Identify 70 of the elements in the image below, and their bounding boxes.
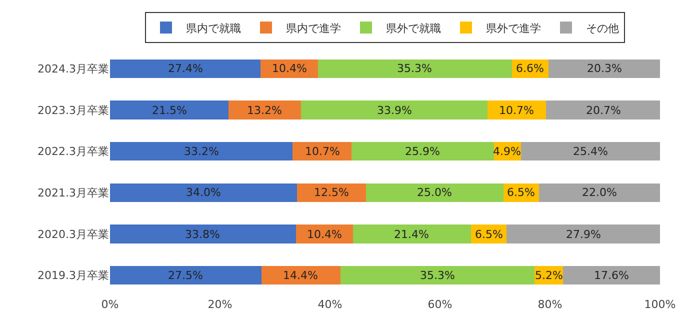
data-label: 35.3%: [420, 269, 455, 282]
bar: [539, 183, 660, 202]
bar: [110, 266, 262, 285]
bar: [506, 224, 660, 244]
y-tick-label: 2020.3月卒業: [38, 228, 109, 241]
data-label: 10.4%: [307, 228, 342, 241]
data-label: 5.2%: [535, 269, 563, 282]
data-label: 33.8%: [185, 228, 220, 241]
data-label: 25.9%: [405, 145, 440, 158]
legend-label: 県外で進学: [486, 22, 541, 35]
data-label: 6.6%: [516, 62, 544, 75]
x-tick-label: 0%: [101, 298, 119, 311]
bar: [110, 224, 296, 244]
data-label: 10.4%: [272, 62, 307, 75]
legend-label: 県内で進学: [286, 22, 341, 35]
data-label: 35.3%: [397, 62, 432, 75]
data-label: 6.5%: [507, 186, 535, 199]
x-tick-label: 20%: [208, 298, 232, 311]
y-tick-label: 2024.3月卒業: [38, 62, 109, 76]
bar: [351, 142, 494, 161]
bar: [520, 142, 660, 161]
y-tick-label: 2022.3月卒業: [38, 145, 109, 158]
bar: [563, 266, 660, 285]
bar: [296, 224, 354, 244]
bar: [110, 183, 297, 202]
data-label: 33.2%: [184, 145, 219, 158]
data-label: 20.3%: [587, 62, 622, 75]
legend-label: その他: [586, 22, 619, 35]
data-label: 21.5%: [152, 104, 187, 117]
data-label: 27.9%: [566, 228, 601, 241]
bar: [548, 59, 660, 78]
x-tick-label: 40%: [318, 298, 342, 311]
data-label: 10.7%: [499, 104, 534, 117]
data-label: 12.5%: [314, 186, 349, 199]
data-label: 27.4%: [168, 62, 203, 75]
bar: [487, 100, 546, 120]
data-label: 13.2%: [247, 104, 282, 117]
data-label: 4.9%: [493, 145, 521, 158]
bar: [546, 100, 660, 120]
bar: [353, 224, 471, 244]
data-label: 21.4%: [394, 228, 429, 241]
bar: [300, 100, 488, 120]
bar: [318, 59, 512, 78]
x-tick-label: 80%: [538, 298, 562, 311]
bar: [366, 183, 504, 202]
bar: [228, 100, 301, 120]
data-label: 6.5%: [475, 228, 503, 241]
x-tick-label: 100%: [644, 298, 676, 311]
data-label: 25.0%: [417, 186, 452, 199]
bar: [261, 266, 340, 285]
data-label: 27.5%: [168, 269, 203, 282]
data-label: 33.9%: [377, 104, 412, 117]
data-label: 22.0%: [582, 186, 617, 199]
y-tick-label: 2023.3月卒業: [38, 104, 109, 117]
legend-label: 県内で就職: [186, 22, 241, 35]
data-label: 25.4%: [573, 145, 608, 158]
data-label: 10.7%: [305, 145, 340, 158]
x-tick-label: 60%: [428, 298, 452, 311]
bar: [110, 59, 261, 78]
y-tick-label: 2021.3月卒業: [38, 186, 109, 200]
data-label: 14.4%: [283, 269, 318, 282]
data-label: 17.6%: [594, 269, 629, 282]
bar: [110, 100, 228, 120]
legend-label: 県外で就職: [386, 22, 441, 35]
bar: [297, 183, 366, 202]
bar: [340, 266, 535, 285]
data-label: 20.7%: [586, 104, 621, 117]
y-tick-label: 2019.3月卒業: [38, 269, 109, 282]
bar: [110, 142, 293, 161]
data-label: 34.0%: [186, 186, 221, 199]
